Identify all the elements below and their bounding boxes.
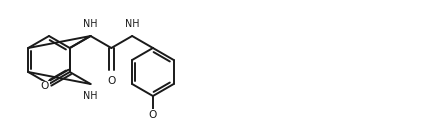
Text: O: O: [41, 81, 49, 91]
Text: NH: NH: [84, 91, 98, 101]
Text: NH: NH: [125, 19, 139, 29]
Text: O: O: [149, 110, 157, 120]
Text: NH: NH: [84, 19, 98, 29]
Text: O: O: [107, 76, 116, 86]
